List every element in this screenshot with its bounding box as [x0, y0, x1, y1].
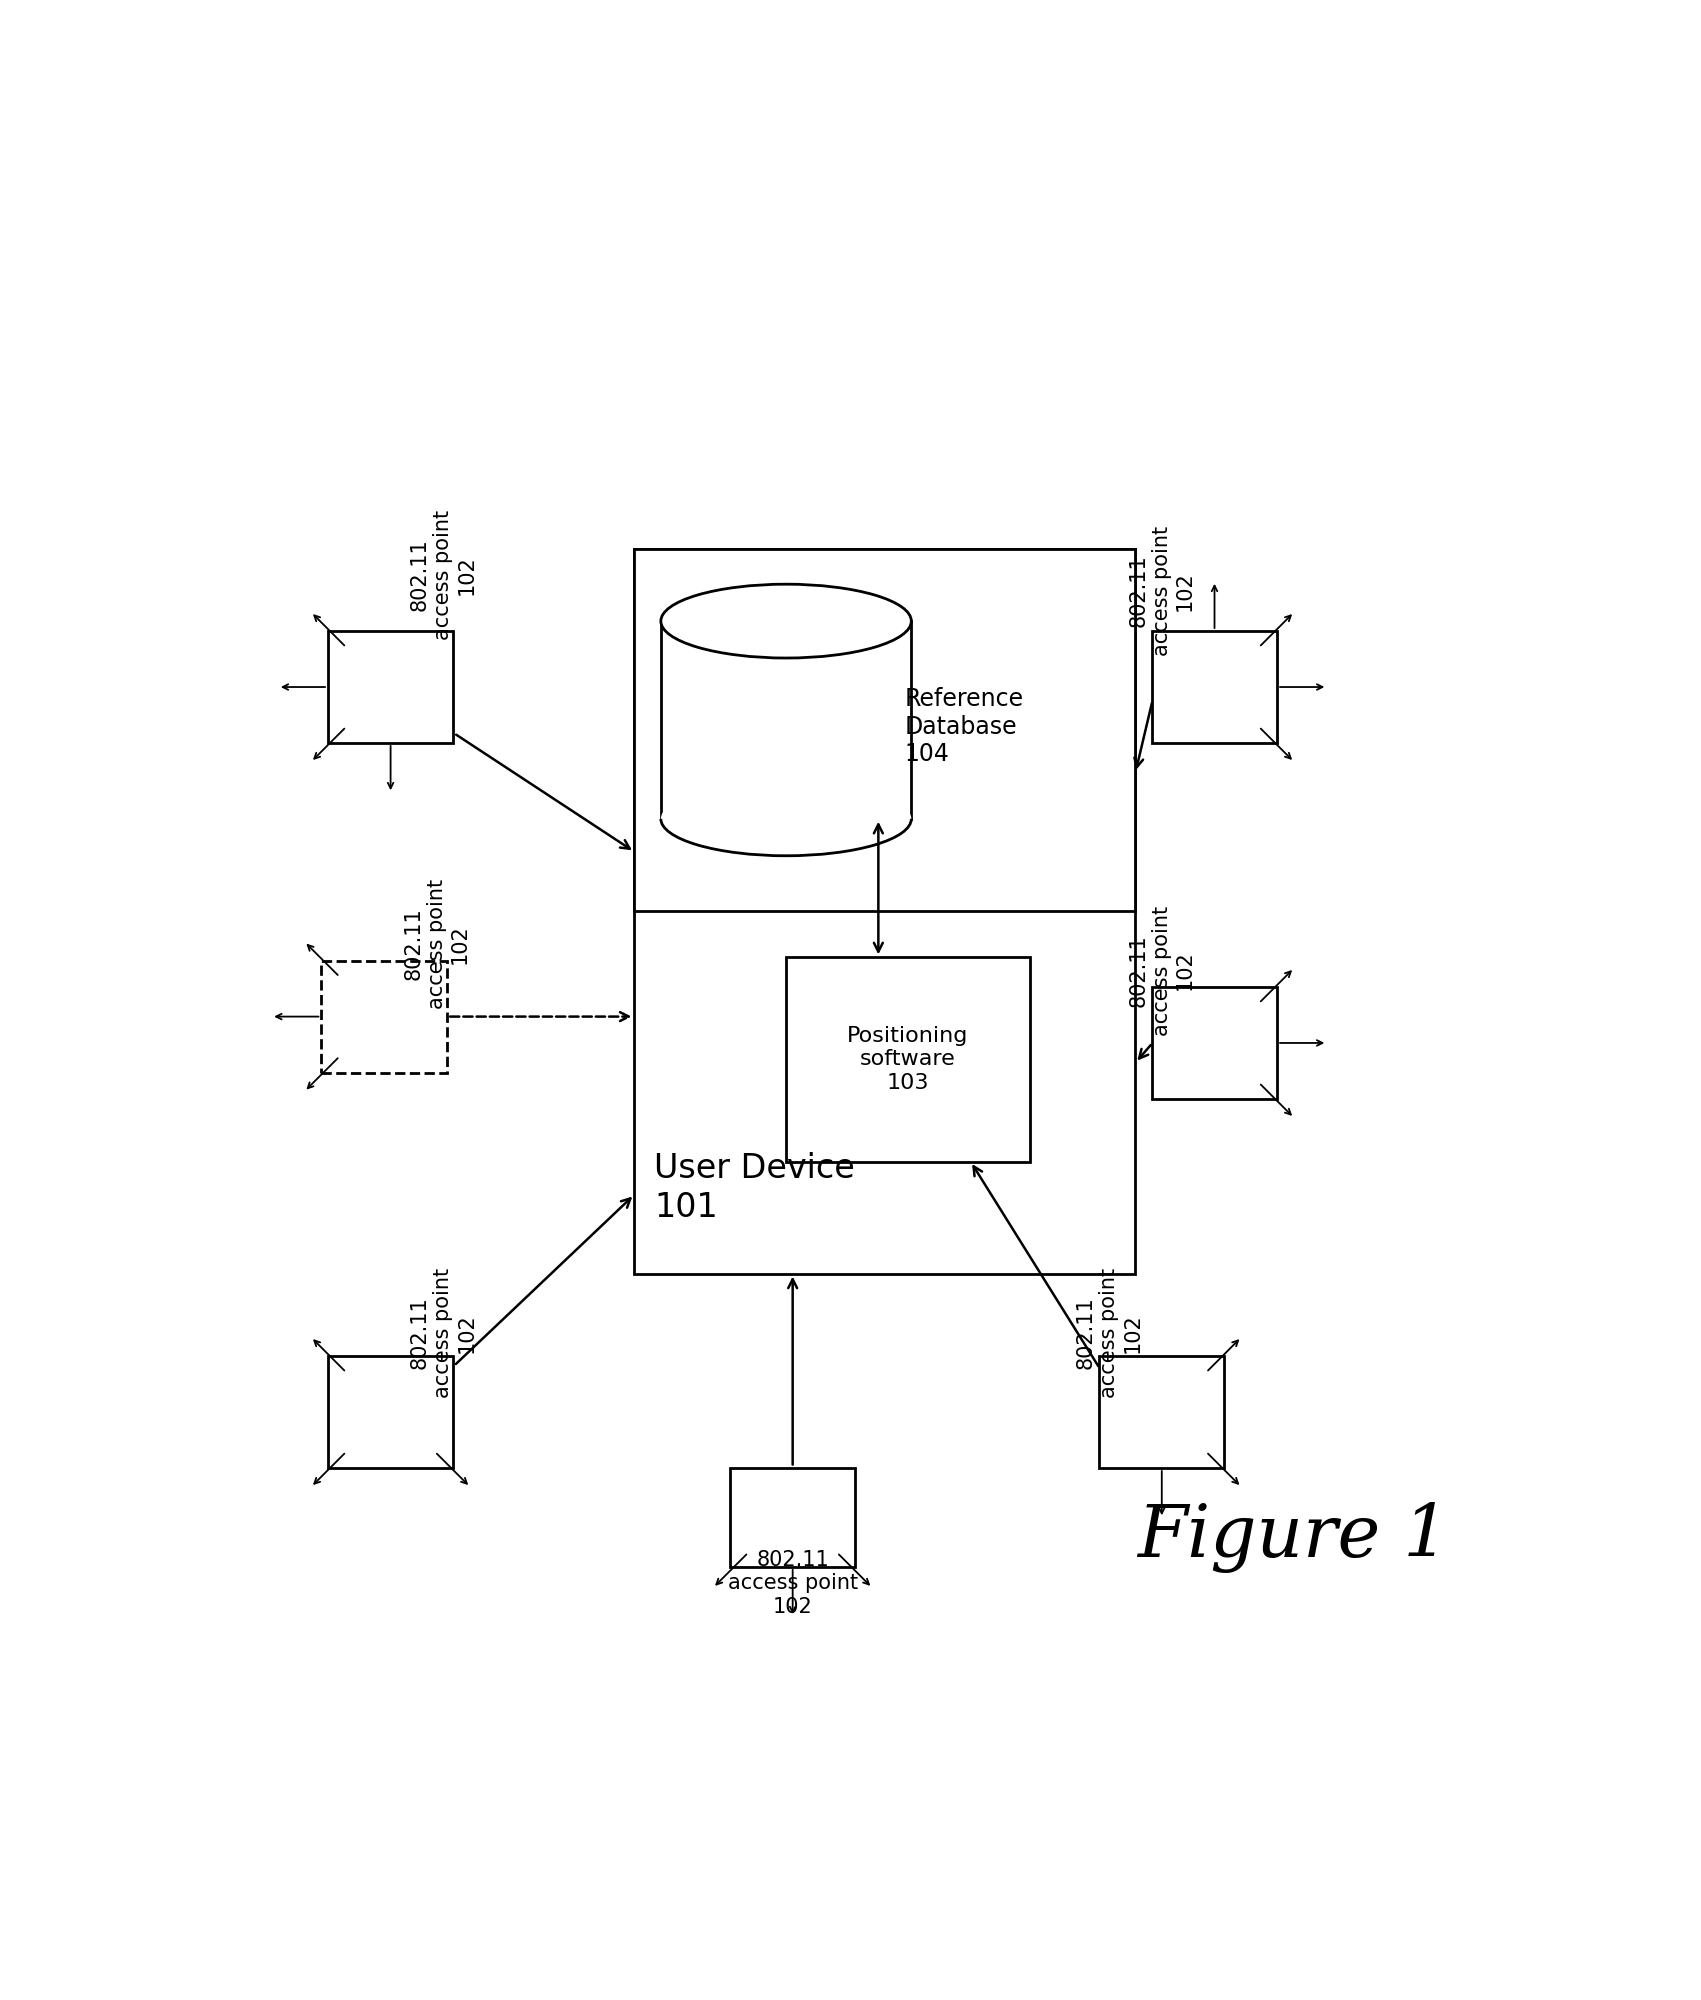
Text: 802.11
access point
102: 802.11 access point 102	[410, 510, 476, 640]
Bar	[328, 1356, 452, 1468]
Bar	[786, 958, 1029, 1162]
Bar	[730, 1468, 856, 1566]
Text: User Device
101: User Device 101	[655, 1152, 856, 1224]
Text: Figure 1: Figure 1	[1138, 1502, 1449, 1572]
Bar	[1152, 630, 1277, 744]
Ellipse shape	[660, 782, 912, 856]
Bar	[634, 548, 1136, 1274]
Bar	[328, 630, 452, 744]
Bar	[1099, 1356, 1225, 1468]
Text: 802.11
access point
102: 802.11 access point 102	[410, 1268, 476, 1398]
Bar	[321, 960, 447, 1072]
Text: Reference
Database
104: Reference Database 104	[905, 686, 1024, 766]
Bar	[1152, 986, 1277, 1098]
Bar	[634, 548, 1136, 912]
Text: Positioning
software
103: Positioning software 103	[847, 1026, 968, 1092]
Bar	[660, 622, 912, 818]
Text: 802.11
access point
102: 802.11 access point 102	[1128, 526, 1196, 656]
Text: 802.11
access point
102: 802.11 access point 102	[403, 880, 469, 1010]
Text: 802.11
access point
102: 802.11 access point 102	[1075, 1268, 1143, 1398]
Text: 802.11
access point
102: 802.11 access point 102	[728, 1550, 857, 1616]
Text: 802.11
access point
102: 802.11 access point 102	[1128, 906, 1196, 1036]
Ellipse shape	[660, 584, 912, 658]
